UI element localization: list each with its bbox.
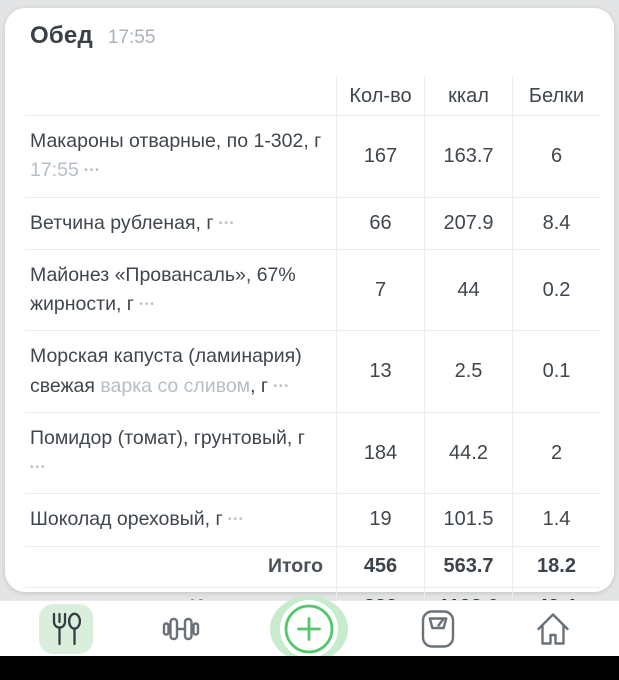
kcal-value: 44.2 <box>424 412 512 494</box>
meal-card: Обед 17:55 Кол-во ккал Белки Макароны от… <box>5 8 614 627</box>
protein-value: 1.4 <box>512 494 600 546</box>
food-name-text: Макароны отварные, по 1-302, г <box>30 130 322 152</box>
kcal-value: 207.9 <box>424 197 512 249</box>
table-row: Ветчина рубленая, г ••• 66 207.9 8.4 <box>25 197 600 250</box>
header-kcal: ккал <box>424 77 512 115</box>
totals-kcal: 563.7 <box>424 546 512 587</box>
row-menu-icon[interactable]: ••• <box>84 165 101 177</box>
qty-value: 167 <box>336 116 424 197</box>
qty-value: 19 <box>336 494 424 546</box>
food-name-gray-text: варка со сливом <box>94 374 251 397</box>
food-name-suffix: , г <box>250 374 269 397</box>
row-menu-icon[interactable]: ••• <box>218 217 236 229</box>
kcal-value: 101.5 <box>424 494 512 546</box>
food-name-text: Помидор (томат), грунтовый, г <box>30 426 305 449</box>
tab-exercise[interactable] <box>154 604 208 654</box>
kcal-value: 163.7 <box>424 116 512 197</box>
qty-value: 13 <box>336 331 424 412</box>
row-menu-icon[interactable]: ••• <box>228 514 245 526</box>
tab-home[interactable] <box>526 604 580 654</box>
table-header-row: Кол-во ккал Белки <box>25 77 600 116</box>
row-menu-icon[interactable]: ••• <box>30 462 47 473</box>
totals-row: Итого 456 563.7 18.2 <box>25 546 600 588</box>
qty-value: 7 <box>336 249 424 331</box>
qty-value: 184 <box>336 412 424 494</box>
tab-food[interactable] <box>38 604 93 654</box>
table-row: Майонез «Провансаль», 67% жирности, г ••… <box>25 249 600 332</box>
add-plus-icon <box>284 604 334 654</box>
food-name-text: Ветчина рубленая, г <box>30 211 214 234</box>
protein-value: 6 <box>512 116 600 197</box>
home-icon <box>529 605 577 653</box>
row-menu-icon[interactable]: ••• <box>273 380 290 392</box>
kcal-value: 2.5 <box>424 331 512 412</box>
food-name: Морская капуста (ламинария) свежая варка… <box>25 331 336 412</box>
protein-value: 0.1 <box>512 331 600 412</box>
header-empty <box>25 77 336 115</box>
totals-qty: 456 <box>336 546 424 587</box>
food-name-gray-text: 17:55 <box>30 159 79 182</box>
kcal-value: 44 <box>424 249 512 331</box>
qty-value: 66 <box>336 197 424 249</box>
table-row: Помидор (томат), грунтовый, г ••• 184 44… <box>25 412 600 495</box>
dumbbell-icon <box>157 605 205 653</box>
food-name: Помидор (томат), грунтовый, г ••• <box>25 413 336 494</box>
protein-value: 8.4 <box>512 197 600 249</box>
food-name-text: Майонез «Провансаль», 67% жирности, г <box>30 263 296 315</box>
header-protein: Белки <box>512 77 600 115</box>
totals-label: Итого <box>268 555 323 577</box>
table-row: Шоколад ореховый, г ••• 19 101.5 1.4 <box>25 494 600 547</box>
food-name-text: Шоколад ореховый, г <box>30 508 223 531</box>
food-name: Майонез «Провансаль», 67% жирности, г ••… <box>25 250 336 331</box>
add-button[interactable] <box>269 596 349 662</box>
meal-time: 17:55 <box>107 27 156 48</box>
food-name: Ветчина рубленая, г ••• <box>25 198 336 249</box>
food-name: Шоколад ореховый, г ••• <box>25 494 336 545</box>
table-row: Морская капуста (ламинария) свежая варка… <box>25 331 600 413</box>
food-name: Макароны отварные, по 1-302, г 17:55 ••• <box>25 116 336 197</box>
bottom-tabbar <box>0 596 619 662</box>
tab-weight[interactable] <box>411 604 465 654</box>
bottom-black-bar <box>0 656 619 680</box>
table-row: Макароны отварные, по 1-302, г 17:55 •••… <box>25 116 600 198</box>
row-menu-icon[interactable]: ••• <box>139 299 156 310</box>
totals-protein: 18.2 <box>512 546 600 587</box>
scale-icon <box>414 605 462 653</box>
meal-title: Обед <box>30 22 93 49</box>
header-qty: Кол-во <box>336 77 424 115</box>
food-table: Кол-во ккал Белки Макароны отварные, по … <box>25 77 600 627</box>
protein-value: 0.2 <box>512 249 600 331</box>
food-name-text: Морская капуста (ламинария) свежая <box>30 345 302 397</box>
fork-spoon-icon <box>44 607 88 651</box>
meal-header: Обед 17:55 <box>5 8 614 50</box>
protein-value: 2 <box>512 412 600 494</box>
